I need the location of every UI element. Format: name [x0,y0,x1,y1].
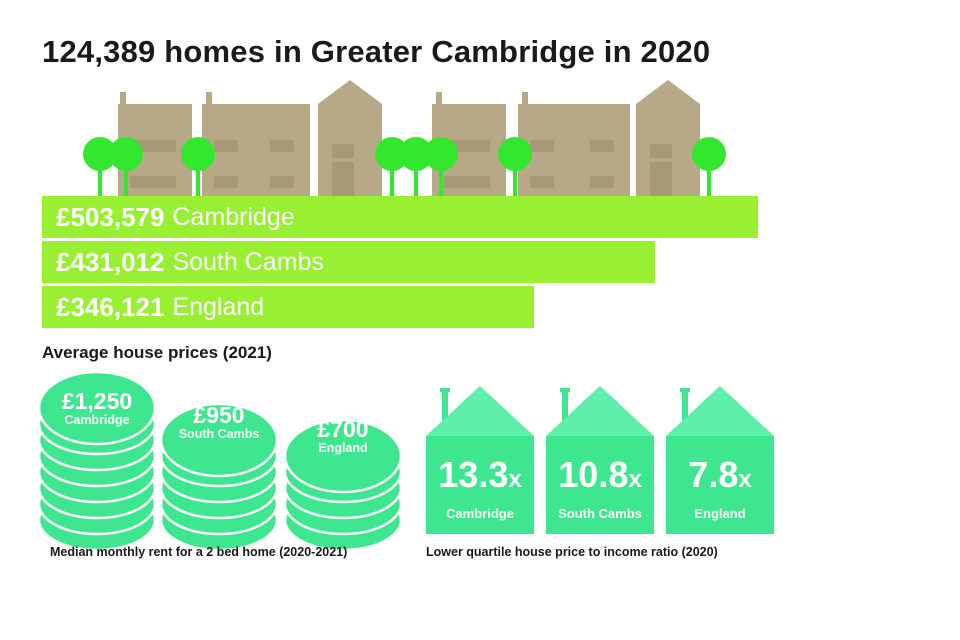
tree [181,137,215,171]
rent-value-england: £700 [317,416,369,442]
door [650,162,672,196]
roof [426,386,534,436]
rent-value-south-cambs: £950 [193,402,245,428]
tree-trunk [390,160,394,196]
price-bar-england: £346,121 England [42,286,534,328]
ratio-value-south-cambs: 10.8 [558,454,629,495]
window [332,144,354,158]
roof [666,386,774,436]
rent-label-england: England [318,441,368,455]
tree [692,137,726,171]
price-label-south-cambs: South Cambs [172,247,324,276]
chimney [436,92,442,104]
house-body [666,436,774,534]
ratio-text-england: 7.8x England [666,454,774,522]
window [590,140,614,152]
chimney [442,392,448,420]
ratio-unit-cambridge: x [508,466,522,493]
rent-label-south-cambs: South Cambs [178,427,260,441]
chimney-cap [680,388,690,392]
page-title: 124,389 homes in Greater Cambridge in 20… [42,34,711,69]
price-value-south-cambs: £431,012 [56,246,165,277]
tree-trunk [513,160,517,196]
tree [399,137,433,171]
window [590,176,614,188]
tree-trunk [439,160,443,196]
house-prices-caption: Average house prices (2021) [42,343,272,362]
roof [546,386,654,436]
window [214,140,238,152]
coin-face [37,370,157,446]
rent-text-cambridge: £1,250 Cambridge [37,389,157,427]
chimney [682,392,688,420]
tree [83,137,117,171]
window [270,176,294,188]
chimney [206,92,212,104]
chimney-cap [560,388,570,392]
ratio-text-south-cambs: 10.8x South Cambs [546,454,654,522]
ratio-label-england: England [694,506,746,521]
price-value-england: £346,121 [56,291,165,322]
ratio-unit-england: x [738,466,752,493]
window [650,144,672,158]
chimney [562,392,568,420]
tree [375,137,409,171]
rent-text-south-cambs: £950 South Cambs [159,403,279,441]
price-bar-cambridge: £503,579 Cambridge [42,196,758,238]
window [530,140,554,152]
ratio-value-england: 7.8 [688,454,739,495]
window [130,176,154,188]
ratio-label-south-cambs: South Cambs [558,506,642,521]
window [152,176,176,188]
tree-trunk [98,160,102,196]
rent-value-cambridge: £1,250 [61,388,133,414]
rent-caption: Median monthly rent for a 2 bed home (20… [50,545,348,559]
tree-trunk [196,160,200,196]
tree-trunk [124,160,128,196]
rent-text-england: £700 England [283,417,403,455]
tree-trunk [414,160,418,196]
window [466,140,490,152]
ratio-text-cambridge: 13.3x Cambridge [426,454,534,522]
window [152,140,176,152]
tree [424,137,458,171]
house-body [426,436,534,534]
price-label-england: England [172,292,265,321]
window [530,176,554,188]
tree-trunk [707,160,711,196]
chimney [120,92,126,104]
ratio-label-cambridge: Cambridge [446,506,514,521]
house-body [546,436,654,534]
rent-label-cambridge: Cambridge [64,413,130,427]
window [270,140,294,152]
chimney-cap [440,388,450,392]
chimney [522,92,528,104]
door [332,162,354,196]
coin-face [159,402,279,478]
price-label-cambridge: Cambridge [172,202,295,231]
price-value-cambridge: £503,579 [56,201,165,232]
price-bar-south-cambs: £431,012 South Cambs [42,241,655,283]
ratio-unit-south-cambs: x [628,466,642,493]
window [214,176,238,188]
ratio-caption: Lower quartile house price to income rat… [426,545,718,559]
ratio-value-cambridge: 13.3 [438,454,509,495]
window [466,176,490,188]
tree [109,137,143,171]
coin-face [283,418,403,494]
tree [498,137,532,171]
window [444,176,468,188]
